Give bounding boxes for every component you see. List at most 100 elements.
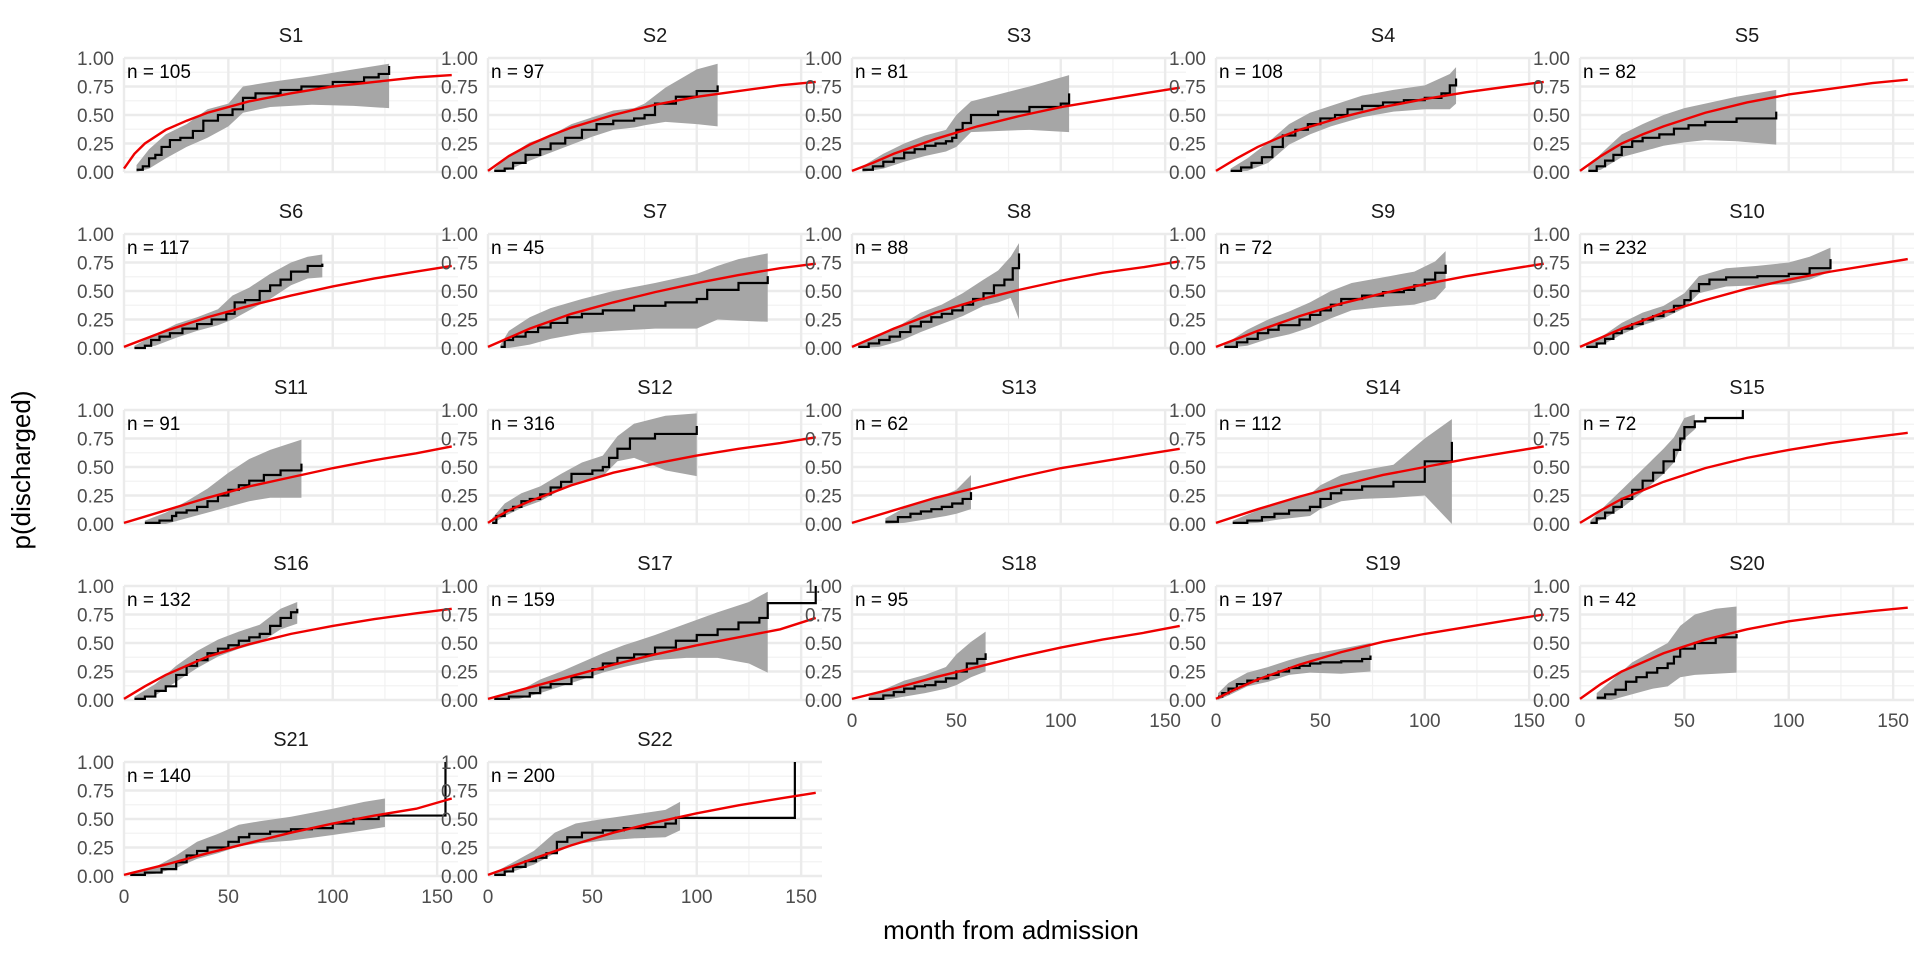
y-tick-label: 0.75 [1169, 430, 1206, 451]
y-tick-label: 0.50 [1533, 634, 1570, 655]
y-tick-label: 0.25 [1169, 663, 1206, 684]
sample-size-label: n = 62 [855, 414, 908, 435]
y-tick-label: 0.25 [77, 663, 114, 684]
x-tick-label: 150 [1513, 711, 1545, 732]
panels-layer: S1 n = 105 0.00 0.25 0.50 0.75 1.00 S2 n = 97 0.0… [77, 25, 1914, 908]
x-tick-label: 100 [1045, 711, 1077, 732]
y-tick-label: 0.50 [77, 634, 114, 655]
panel-s5: S5 n = 82 0.00 0.25 0.50 0.75 1.00 [1533, 25, 1914, 184]
y-tick-label: 0.00 [1169, 515, 1206, 536]
panel-s12: S12 n = 316 0.00 0.25 0.50 0.75 1.00 [441, 377, 822, 536]
panel-s6: S6 n = 117 0.00 0.25 0.50 0.75 1.00 [77, 201, 458, 360]
y-tick-label: 1.00 [1169, 225, 1206, 246]
x-tick-label: 150 [785, 887, 817, 908]
sample-size-label: n = 42 [1583, 590, 1636, 611]
y-tick-label: 0.50 [441, 106, 478, 127]
y-tick-label: 0.25 [1533, 311, 1570, 332]
fitted-curve [851, 86, 1180, 172]
x-tick-label: 150 [421, 887, 453, 908]
y-tick-label: 1.00 [441, 753, 478, 774]
y-tick-label: 0.25 [1533, 135, 1570, 156]
empirical-curve [494, 762, 796, 876]
y-tick-label: 0.50 [1169, 106, 1206, 127]
y-tick-label: 0.25 [1533, 487, 1570, 508]
panel-title: S1 [279, 25, 303, 47]
y-tick-label: 0.25 [77, 487, 114, 508]
y-tick-label: 0.50 [1169, 458, 1206, 479]
ci-band [1230, 67, 1457, 172]
y-tick-label: 0.00 [1169, 163, 1206, 184]
panel-s19: S19 n = 197 0.00 0.25 0.50 0.75 1.00 0 50 100 150 [1169, 553, 1550, 732]
panel-s18: S18 n = 95 0.00 0.25 0.50 0.75 1.00 0 50 100 150 [805, 553, 1186, 732]
sample-size-label: n = 95 [855, 590, 908, 611]
sample-size-label: n = 132 [127, 590, 191, 611]
sample-size-label: n = 72 [1583, 414, 1636, 435]
fitted-curve [123, 264, 452, 348]
y-tick-label: 0.75 [77, 430, 114, 451]
panel-title: S18 [1001, 553, 1037, 575]
empirical-curve [134, 263, 324, 350]
panel-s21: S21 n = 140 0.00 0.25 0.50 0.75 1.00 0 50 100 150 [77, 729, 458, 908]
y-tick-label: 1.00 [1169, 577, 1206, 598]
y-tick-label: 0.00 [441, 867, 478, 888]
y-tick-label: 0.00 [77, 691, 114, 712]
y-tick-label: 1.00 [441, 577, 478, 598]
y-tick-label: 0.50 [1533, 282, 1570, 303]
y-tick-label: 1.00 [77, 225, 114, 246]
y-tick-label: 1.00 [1533, 225, 1570, 246]
y-tick-label: 0.00 [77, 867, 114, 888]
y-tick-label: 0.50 [1533, 458, 1570, 479]
fitted-curve [1215, 80, 1544, 172]
y-tick-label: 0.50 [441, 634, 478, 655]
sample-size-label: n = 159 [491, 590, 555, 611]
y-tick-label: 0.25 [77, 311, 114, 332]
ci-band [1590, 414, 1695, 524]
y-tick-label: 0.00 [441, 515, 478, 536]
x-tick-label: 0 [847, 711, 858, 732]
panel-s4: S4 n = 108 0.00 0.25 0.50 0.75 1.00 [1169, 25, 1550, 184]
sample-size-label: n = 91 [127, 414, 180, 435]
ci-band [494, 591, 768, 700]
y-tick-label: 0.25 [77, 135, 114, 156]
y-tick-label: 0.00 [441, 691, 478, 712]
y-tick-label: 0.50 [441, 282, 478, 303]
sample-size-label: n = 140 [127, 766, 191, 787]
x-tick-label: 50 [582, 887, 603, 908]
y-tick-label: 0.50 [1169, 634, 1206, 655]
sample-size-label: n = 197 [1219, 590, 1283, 611]
y-tick-label: 0.25 [441, 311, 478, 332]
y-tick-label: 1.00 [77, 577, 114, 598]
ci-band [136, 63, 390, 173]
y-tick-label: 0.25 [805, 311, 842, 332]
y-tick-label: 0.00 [1533, 691, 1570, 712]
empirical-curve [500, 276, 769, 348]
fitted-curve [487, 791, 816, 876]
panel-s8: S8 n = 88 0.00 0.25 0.50 0.75 1.00 [805, 201, 1186, 360]
panel-title: S8 [1007, 201, 1031, 223]
fitted-curve [1215, 613, 1544, 700]
empirical-curve [885, 492, 973, 523]
ci-band [500, 253, 768, 348]
y-tick-label: 0.75 [805, 254, 842, 275]
y-tick-label: 1.00 [1533, 577, 1570, 598]
y-tick-label: 1.00 [441, 401, 478, 422]
fitted-curve [487, 80, 816, 172]
y-tick-label: 0.50 [805, 106, 842, 127]
empirical-curve [494, 85, 719, 172]
sample-size-label: n = 316 [491, 414, 555, 435]
x-tick-label: 100 [1409, 711, 1441, 732]
y-tick-label: 0.75 [1533, 254, 1570, 275]
panel-title: S6 [279, 201, 303, 223]
x-tick-label: 150 [1149, 711, 1181, 732]
y-tick-label: 0.25 [441, 135, 478, 156]
y-tick-label: 0.25 [77, 839, 114, 860]
y-tick-label: 0.00 [441, 339, 478, 360]
x-tick-label: 100 [1773, 711, 1805, 732]
y-tick-label: 0.25 [805, 135, 842, 156]
panel-title: S12 [637, 377, 673, 399]
empirical-curve [1232, 441, 1453, 524]
y-tick-label: 1.00 [77, 401, 114, 422]
y-tick-label: 0.50 [805, 282, 842, 303]
y-tick-label: 1.00 [441, 49, 478, 70]
fitted-curve [1579, 431, 1908, 524]
